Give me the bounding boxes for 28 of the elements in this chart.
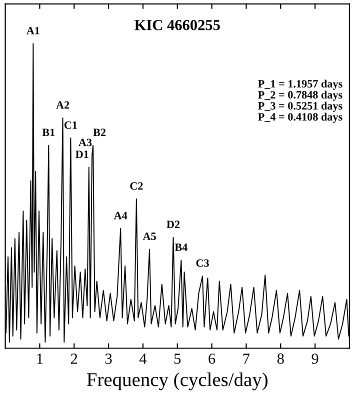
x-tick-label: 7 [243,354,250,364]
annotation: A3 [78,138,92,146]
annotation: P_1 = 1.1957 days [258,80,342,90]
chart-title: KIC 4660255 [134,20,220,30]
x-tick-label: 1 [37,354,43,364]
x-tick-label: 8 [277,354,284,364]
x-tick-label: 4 [139,354,147,364]
annotation: C2 [130,182,143,190]
annotation: D1 [76,150,88,158]
annotation: B2 [93,128,106,136]
x-axis-title: Frequency (cycles/day) [86,372,268,390]
x-tick-label: 3 [105,354,112,364]
annotation: A4 [114,212,128,220]
x-tick-label: 5 [174,354,181,364]
annotation: A2 [56,101,70,109]
annotation: A1 [26,26,40,34]
annotation: B4 [174,244,188,251]
annotation: C3 [196,259,209,267]
annotation: P_3 = 0.5251 days [258,102,342,112]
annotation: B1 [42,128,55,136]
x-tick-label: 2 [70,354,78,364]
annotation: P_2 = 0.7848 days [258,90,342,101]
annotation: A5 [142,232,156,240]
x-tick-label: 9 [312,354,318,364]
annotation: P_4 = 0.4108 days [258,112,342,123]
annotation: C1 [64,121,77,129]
x-tick-label: 6 [208,354,216,364]
annotation: D2 [166,220,180,228]
